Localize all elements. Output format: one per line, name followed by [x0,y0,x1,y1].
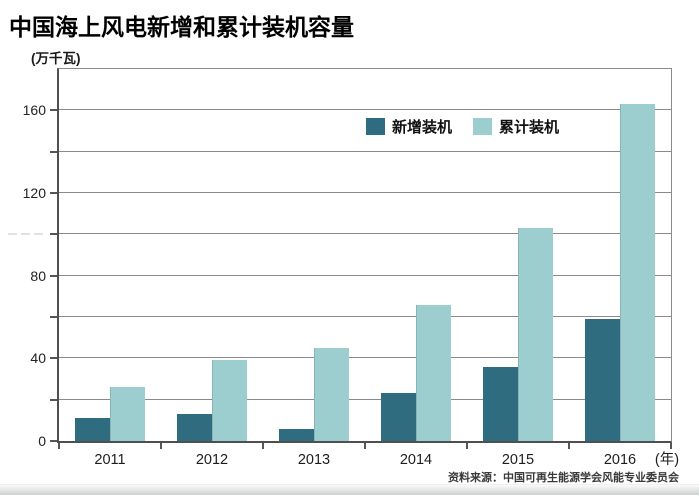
y-axis-label-160: 160 [22,102,46,119]
gridline-y-140 [59,150,671,152]
bar-2014-new [381,393,416,441]
y-axis-label-0: 0 [38,433,46,449]
x-axis-tick-4 [466,443,468,449]
chart-title: 中国海上风电新增和累计装机容量 [9,14,354,40]
y-axis-label-80: 80 [30,267,46,284]
bar-2011-cumulative [110,387,145,441]
bar-2013-cumulative [314,348,349,441]
y-axis-tick-160 [50,109,57,112]
legend-swatch-new-installed [366,118,385,135]
y-axis-tick-60 [50,316,57,318]
scan-artifact-dashes [8,233,47,235]
x-axis-tick-5 [568,443,570,449]
x-axis-tick-0 [58,443,60,449]
plot-area: 新增装机 累计装机 [57,68,672,443]
y-axis-tick-20 [50,398,57,401]
x-axis-label-2016: 2016 [603,452,637,468]
bar-2012-new [177,414,212,441]
bar-2016-cumulative [620,104,655,441]
x-axis-label-2013: 2013 [297,452,331,468]
gridline-y-120 [59,192,671,193]
bar-2015-new [483,366,518,441]
x-axis-tick-3 [364,443,366,449]
y-axis-label-120: 120 [22,185,46,201]
y-axis-tick-40 [50,357,57,360]
x-axis-tick-6 [670,443,672,449]
x-axis-label-2012: 2012 [195,452,229,468]
bar-2011-new [75,418,110,441]
gridline-y-100 [59,233,671,235]
x-axis-unit-label: (年) [654,452,680,468]
y-axis-tick-140 [50,150,57,153]
legend-label-cumulative-installed: 累计装机 [499,119,560,136]
y-axis-unit-label: (万千瓦) [31,51,81,66]
y-axis-tick-120 [50,192,57,194]
bar-2013-new [279,428,314,441]
gridline-y-20 [59,398,671,400]
x-axis-tick-1 [160,443,162,449]
x-axis-label-2014: 2014 [399,452,433,468]
y-axis-tick-100 [50,233,57,236]
bar-2012-cumulative [212,360,247,441]
gridline-y-160 [59,109,671,111]
y-axis-label-40: 40 [30,350,46,367]
source-note: 资料来源：中国可再生能源学会风能专业委员会 [448,472,679,484]
bar-2016-new [585,319,620,441]
gridline-y-40 [59,357,671,359]
legend-swatch-cumulative-installed [473,118,493,135]
legend-label-new-installed: 新增装机 [392,119,453,136]
y-axis-tick-80 [50,274,57,277]
x-axis-label-2015: 2015 [501,452,535,468]
gridline-y-80 [59,274,671,276]
bar-2014-cumulative [416,304,451,441]
page-bottom-edge [0,484,699,495]
x-axis-label-2011: 2011 [94,452,126,468]
bar-2015-cumulative [518,228,553,441]
gridline-y-60 [59,316,671,317]
y-axis-tick-0 [50,440,57,442]
legend: 新增装机 累计装机 [366,116,580,137]
x-axis-tick-2 [262,443,264,449]
